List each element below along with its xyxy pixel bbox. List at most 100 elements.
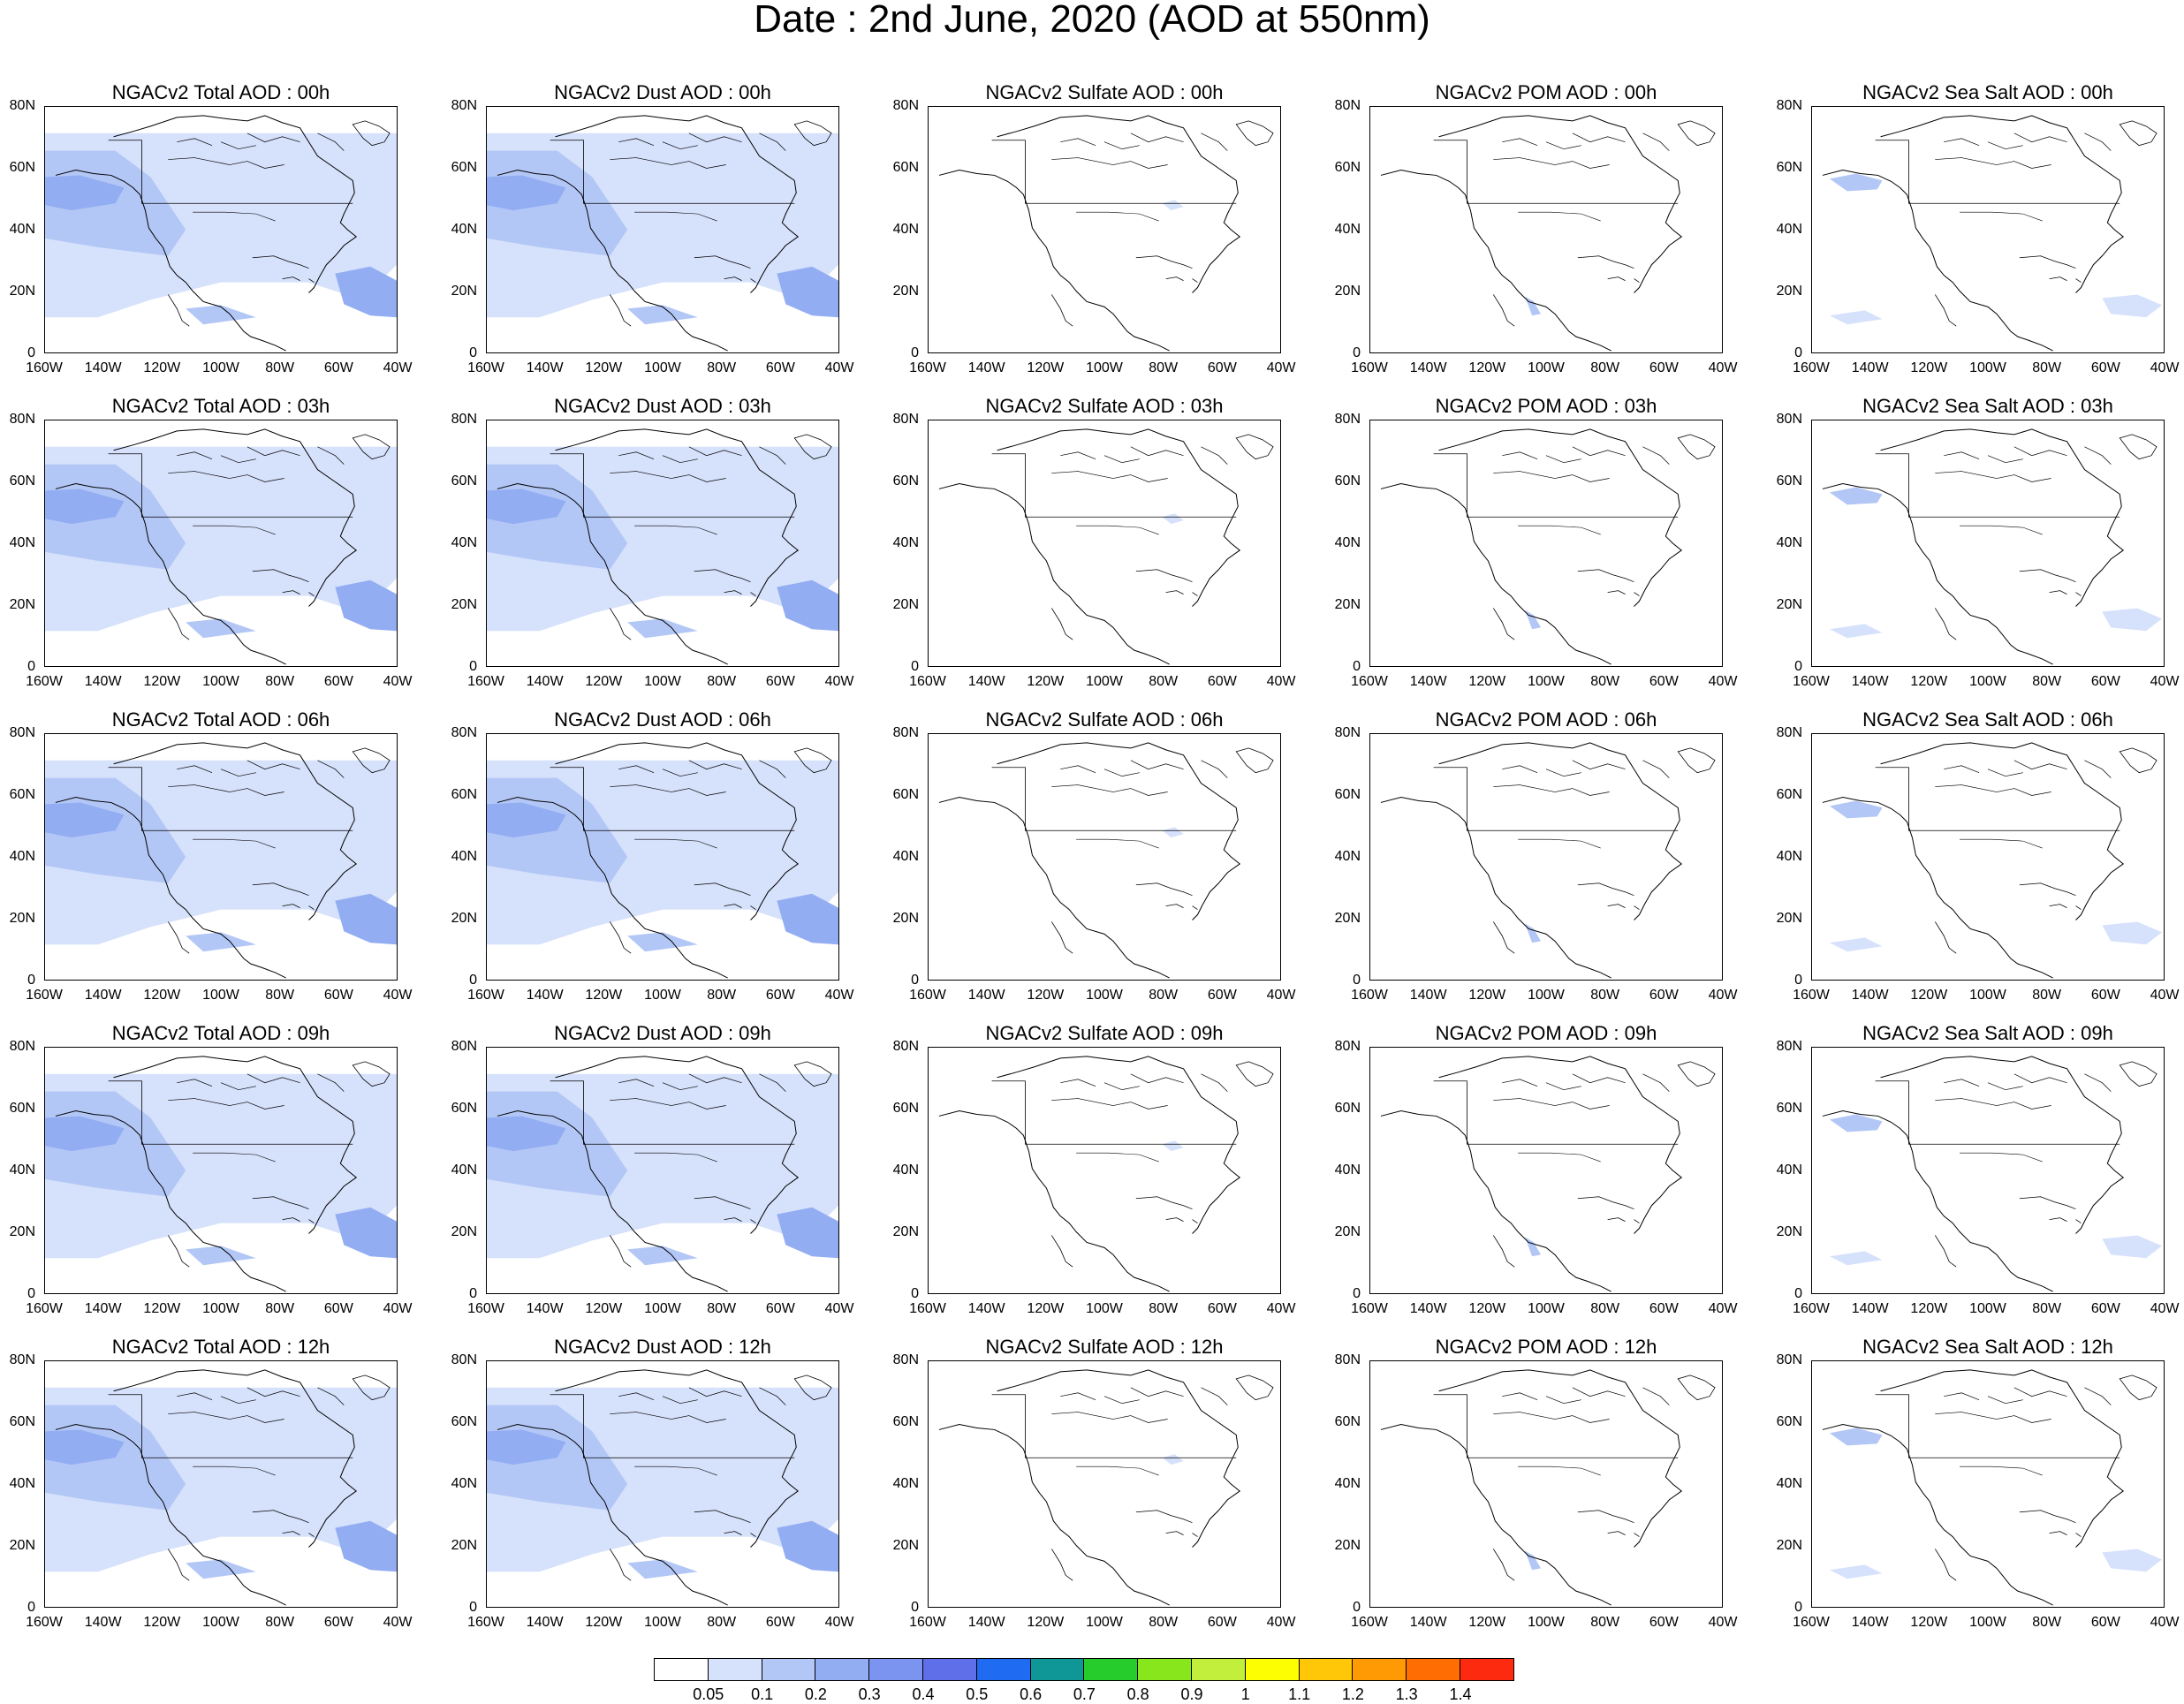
map-svg: [45, 1056, 397, 1292]
colorbar-label: 0.1: [751, 1685, 774, 1703]
x-tick-label: 80W: [1149, 360, 1179, 375]
x-tick-label: 40W: [1266, 1615, 1296, 1630]
panel-title: NGACv2 POM AOD : 03h: [1435, 395, 1657, 417]
x-tick-label: 140W: [84, 674, 122, 689]
colorbar-box: [1083, 1658, 1139, 1681]
y-tick-label: 80N: [9, 1352, 35, 1367]
x-tick-label: 100W: [644, 1615, 681, 1630]
y-tick-label: 0: [1794, 659, 1802, 674]
y-tick-label: 20N: [451, 597, 477, 612]
x-tick-label: 80W: [1590, 988, 1620, 1003]
colorbar-box: [1190, 1658, 1246, 1681]
y-tick-label: 0: [1353, 1600, 1361, 1615]
y-tick-label: 20N: [1334, 284, 1361, 299]
panel-title: NGACv2 POM AOD : 00h: [1435, 81, 1657, 103]
x-tick-label: 80W: [265, 1615, 295, 1630]
map-svg: [1822, 115, 2163, 352]
x-tick-label: 160W: [1351, 360, 1388, 375]
y-tick-label: 20N: [892, 597, 919, 612]
map-svg: [1380, 1056, 1716, 1292]
panel-title: NGACv2 Total AOD : 03h: [111, 395, 330, 417]
y-tick-label: 40N: [1776, 1476, 1802, 1491]
x-tick-label: 80W: [707, 988, 737, 1003]
aod-field-mid-mexico: [627, 1559, 698, 1579]
map-svg: [938, 1056, 1274, 1292]
x-tick-label: 140W: [1409, 1615, 1447, 1630]
coastline: [1380, 428, 1716, 665]
x-tick-label: 140W: [526, 674, 564, 689]
x-tick-label: 140W: [1851, 988, 1889, 1003]
map-plot-area: [928, 733, 1281, 981]
y-tick-label: 80N: [9, 98, 35, 113]
y-tick-label: 20N: [451, 1224, 477, 1239]
x-tick-label: 80W: [1590, 1615, 1620, 1630]
aod-field-light: [2102, 608, 2163, 632]
y-tick-label: 40N: [9, 535, 35, 550]
y-tick-label: 20N: [451, 1538, 477, 1553]
aod-field-dark-atlantic: [777, 266, 838, 318]
coastline: [938, 742, 1274, 979]
x-tick-label: 40W: [1708, 988, 1738, 1003]
x-tick-label: 60W: [1649, 988, 1679, 1003]
map-plot-area: [1369, 1360, 1723, 1608]
x-tick-label: 40W: [383, 360, 413, 375]
y-tick-label: 0: [469, 1286, 477, 1301]
map-svg: [938, 115, 1274, 352]
x-tick-label: 120W: [1027, 1301, 1065, 1316]
x-tick-label: 100W: [1969, 360, 2006, 375]
y-tick-label: 0: [911, 345, 919, 360]
aod-field-dark: [487, 175, 566, 211]
y-tick-label: 0: [1794, 345, 1802, 360]
aod-field-dark-atlantic: [777, 579, 838, 632]
colorbar-label: 1: [1240, 1685, 1250, 1703]
aod-field-mid-mexico: [186, 305, 256, 325]
x-tick-label: 120W: [585, 674, 623, 689]
y-tick-label: 20N: [451, 911, 477, 926]
x-tick-label: 100W: [1969, 988, 2006, 1003]
colorbar-label: 1.3: [1395, 1685, 1418, 1703]
x-tick-label: 100W: [1086, 1615, 1123, 1630]
aod-field-mid-mexico: [627, 932, 698, 952]
x-tick-label: 140W: [1409, 674, 1447, 689]
y-tick-label: 60N: [1334, 1414, 1361, 1429]
x-tick-label: 100W: [1086, 360, 1123, 375]
x-tick-label: 60W: [1207, 1301, 1237, 1316]
y-tick-label: 40N: [1776, 849, 1802, 864]
x-tick-label: 100W: [644, 1301, 681, 1316]
map-plot-area: [1811, 1360, 2165, 1608]
map-svg: [487, 428, 838, 665]
x-tick-label: 80W: [707, 674, 737, 689]
y-tick-label: 40N: [892, 1476, 919, 1491]
x-tick-label: 60W: [323, 674, 353, 689]
aod-field-light: [1162, 827, 1184, 838]
y-tick-label: 40N: [1334, 849, 1361, 864]
x-tick-label: 80W: [1149, 674, 1179, 689]
aod-field-light: [2102, 921, 2163, 945]
aod-field-mid-mexico: [186, 618, 256, 639]
aod-field-dark-atlantic: [335, 1207, 397, 1259]
aod-field-dark: [45, 488, 125, 525]
y-tick-label: 80N: [451, 725, 477, 740]
x-tick-label: 40W: [2150, 988, 2180, 1003]
colorbar-box: [1406, 1658, 1460, 1681]
y-tick-label: 60N: [451, 787, 477, 802]
map-plot-area: [486, 1047, 839, 1294]
x-tick-label: 80W: [707, 1301, 737, 1316]
y-tick-label: 60N: [892, 160, 919, 175]
x-tick-label: 140W: [1851, 1615, 1889, 1630]
colorbar-label: 0.9: [1180, 1685, 1203, 1703]
y-tick-label: 60N: [451, 1414, 477, 1429]
y-tick-label: 80N: [1334, 98, 1361, 113]
panel-title: NGACv2 Dust AOD : 06h: [554, 708, 771, 731]
map-plot-area: [928, 106, 1281, 353]
y-tick-label: 20N: [892, 911, 919, 926]
y-tick-label: 20N: [1334, 1224, 1361, 1239]
panel-title: NGACv2 Sea Salt AOD : 03h: [1862, 395, 2113, 417]
x-tick-label: 100W: [1528, 674, 1565, 689]
x-tick-label: 40W: [1708, 1615, 1738, 1630]
y-tick-label: 80N: [892, 1039, 919, 1054]
y-tick-label: 0: [27, 973, 35, 988]
y-tick-label: 20N: [451, 284, 477, 299]
aod-field-dark: [487, 802, 566, 838]
